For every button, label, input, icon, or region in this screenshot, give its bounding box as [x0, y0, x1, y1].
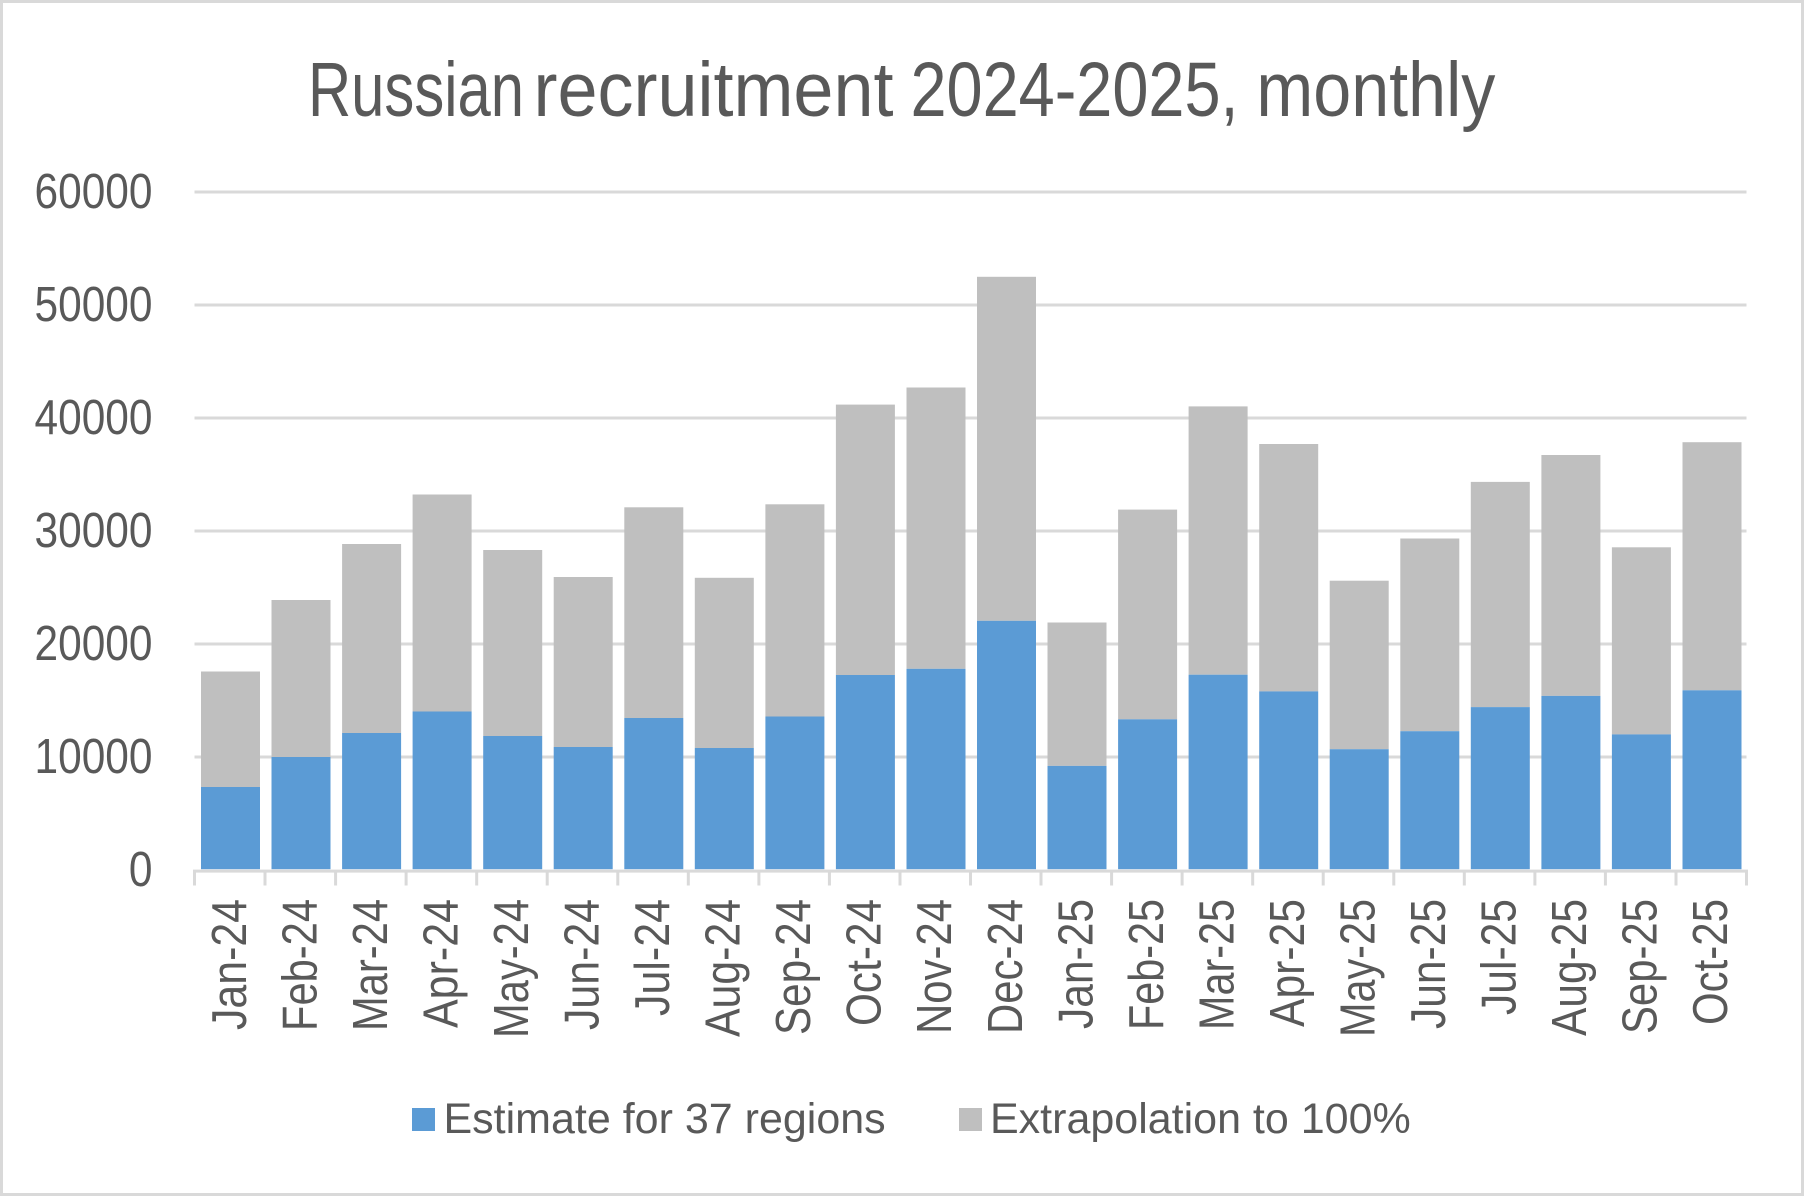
svg-text:Sep-25: Sep-25: [1614, 899, 1668, 1034]
svg-text:10000: 10000: [35, 730, 153, 784]
svg-text:20000: 20000: [35, 617, 153, 671]
svg-text:Jan-25: Jan-25: [1049, 899, 1103, 1029]
svg-text:Extrapolation to 100%: Extrapolation to 100%: [990, 1095, 1411, 1143]
svg-text:Estimate for 37 regions: Estimate for 37 regions: [444, 1095, 886, 1143]
svg-text:Jan-24: Jan-24: [203, 899, 257, 1030]
svg-text:Oct-24: Oct-24: [838, 899, 892, 1026]
svg-text:30000: 30000: [35, 504, 153, 558]
svg-text:Mar-25: Mar-25: [1190, 899, 1244, 1030]
svg-text:Jun-24: Jun-24: [556, 899, 610, 1030]
svg-text:Jul-25: Jul-25: [1473, 899, 1527, 1015]
svg-text:Mar-24: Mar-24: [344, 899, 398, 1031]
svg-text:Dec-24: Dec-24: [979, 899, 1033, 1034]
svg-text:40000: 40000: [35, 391, 153, 445]
svg-text:monthly: monthly: [1256, 47, 1495, 133]
svg-text:Feb-24: Feb-24: [273, 899, 327, 1031]
svg-text:Aug-25: Aug-25: [1543, 899, 1597, 1036]
svg-text:2024-2025,: 2024-2025,: [911, 47, 1239, 133]
svg-text:Nov-24: Nov-24: [908, 899, 962, 1034]
svg-text:60000: 60000: [35, 165, 153, 219]
svg-text:Feb-25: Feb-25: [1120, 899, 1174, 1030]
svg-text:May-24: May-24: [485, 899, 539, 1038]
svg-text:Apr-25: Apr-25: [1261, 899, 1315, 1027]
svg-text:Jun-25: Jun-25: [1402, 899, 1456, 1029]
svg-text:Russian: Russian: [308, 47, 524, 133]
svg-text:Aug-24: Aug-24: [697, 899, 751, 1037]
svg-text:recruitment: recruitment: [534, 47, 894, 133]
svg-text:Sep-24: Sep-24: [767, 899, 821, 1035]
svg-text:Apr-24: Apr-24: [414, 899, 468, 1028]
svg-text:Jul-24: Jul-24: [626, 899, 680, 1016]
svg-text:Oct-25: Oct-25: [1684, 899, 1738, 1025]
svg-text:May-25: May-25: [1332, 899, 1386, 1037]
svg-text:50000: 50000: [35, 278, 153, 332]
svg-text:0: 0: [129, 843, 153, 897]
